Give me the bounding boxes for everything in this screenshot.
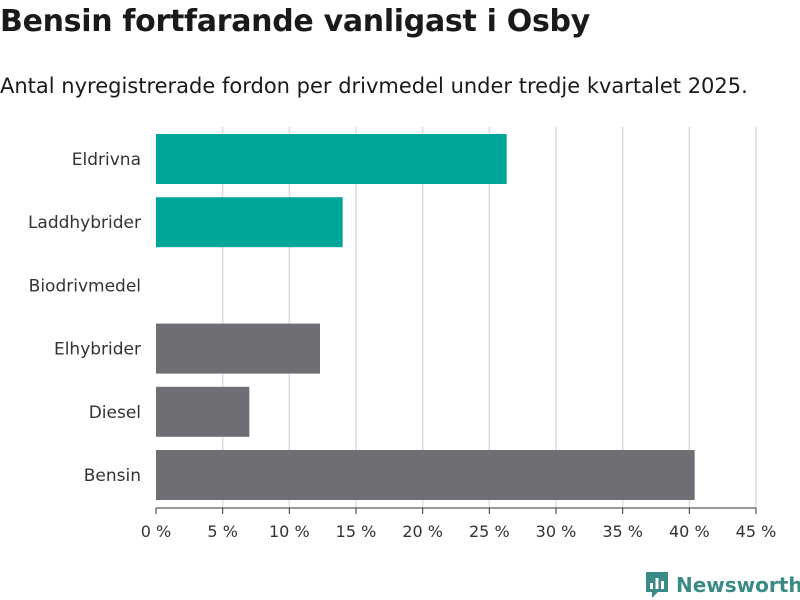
bar-chart: Eldrivna Laddhybrider Biodrivmedel Elhybrid… <box>28 127 777 541</box>
newsworthy-logo: Newsworthy <box>644 570 800 600</box>
chart-title: Bensin fortfarande vanligast i Osby <box>0 4 590 39</box>
category-labels: Eldrivna Laddhybrider Biodrivmedel Elhybrid… <box>28 150 141 486</box>
category-label-eldrivna: Eldrivna <box>72 150 141 170</box>
category-label-bensin: Bensin <box>84 466 141 486</box>
category-label-laddhybrider: Laddhybrider <box>28 213 141 233</box>
bar-bensin <box>156 450 695 500</box>
x-tick-label: 10 % <box>269 522 310 541</box>
x-tick-label: 0 % <box>141 522 171 541</box>
x-tick-label: 20 % <box>402 522 443 541</box>
bar-laddhybrider <box>156 197 343 248</box>
newsworthy-logo-icon <box>646 572 668 598</box>
grid-lines <box>221 127 757 508</box>
x-tick-label: 40 % <box>669 522 710 541</box>
x-tick-label: 35 % <box>602 522 643 541</box>
x-tick-label: 30 % <box>536 522 577 541</box>
x-axis: 0 % 5 % 10 % 15 % 20 % 25 % 30 % 35 % 40 % 45 % <box>141 507 777 541</box>
bar-diesel <box>156 386 250 437</box>
x-tick-label: 5 % <box>207 522 237 541</box>
category-label-elhybrider: Elhybrider <box>54 340 141 360</box>
bars <box>156 134 695 500</box>
x-tick-label: 25 % <box>469 522 510 541</box>
bar-elhybrider <box>156 323 320 374</box>
brand-name: Newsworthy <box>676 573 800 597</box>
x-tick-label: 15 % <box>336 522 377 541</box>
x-tick-label: 45 % <box>736 522 777 541</box>
category-label-biodrivmedel: Biodrivmedel <box>29 276 141 296</box>
bar-eldrivna <box>156 134 507 184</box>
category-label-diesel: Diesel <box>89 403 141 423</box>
chart-subtitle: Antal nyregistrerade fordon per drivmede… <box>0 74 748 98</box>
